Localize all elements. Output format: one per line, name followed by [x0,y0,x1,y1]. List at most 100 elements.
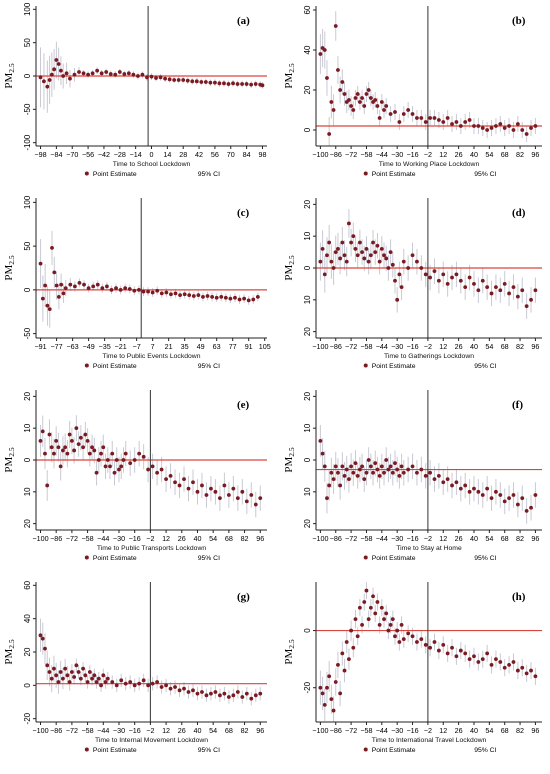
data-point [185,78,190,83]
data-point [498,660,503,664]
panel-label: (g) [237,591,250,603]
data-point [210,294,215,299]
y-axis-title: PM2.5 [283,63,296,89]
data-point [182,477,186,481]
x-tick-label: 12 [439,342,447,351]
x-tick-label: −72 [345,534,357,543]
x-tick-label: 54 [209,726,217,735]
data-point [357,240,362,245]
x-tick-label: −91 [34,342,46,351]
data-point [377,116,382,120]
x-tick-label: −30 [391,534,403,543]
x-tick-label: −86 [330,150,342,159]
data-point [105,676,110,681]
data-point [395,628,400,633]
data-point [86,286,91,291]
data-point [325,685,329,690]
data-point [90,71,95,76]
x-axis-title: Time to International Travel Lockdown [372,737,487,744]
data-point [333,680,338,684]
x-tick-label: −63 [66,342,78,351]
data-point [249,493,254,497]
data-point [355,634,360,639]
data-point [105,458,110,462]
data-point [318,52,323,56]
data-point [377,259,382,264]
data-point [213,489,218,494]
data-point [58,670,63,674]
data-point [137,287,141,292]
data-point [502,126,507,130]
data-point [340,240,345,245]
x-tick-label: −30 [391,150,403,159]
data-point [64,71,69,76]
data-point [494,124,498,128]
data-point [357,605,362,610]
data-point [258,691,263,696]
data-point [113,72,118,77]
data-point [436,118,441,122]
data-point [173,291,178,296]
y-tick-label: -20 [303,681,312,693]
data-point [186,486,191,491]
y-tick-label: 10 [303,423,312,432]
data-point [253,693,258,698]
data-point [40,429,45,434]
data-point [382,253,386,258]
data-point [181,78,186,82]
x-tick-label: −16 [406,726,418,735]
data-point [231,693,236,698]
x-tick-label: 70 [227,150,235,159]
x-tick-label: 82 [241,534,249,543]
data-point [502,665,507,670]
data-point [353,461,358,466]
data-point [222,691,227,696]
y-tick-label: 20 [23,519,32,528]
data-point [454,120,459,124]
data-point [428,645,432,650]
data-point [117,467,121,472]
data-point [199,80,204,84]
data-point [353,247,358,251]
y-axis-title: PM2.5 [283,447,296,473]
data-point [524,509,529,513]
data-point [86,72,90,77]
data-point [52,270,57,275]
data-point [52,67,57,72]
x-tick-label: −28 [114,150,126,159]
panel-label: (a) [237,15,250,27]
x-tick-label: −56 [82,150,94,159]
data-point [320,451,325,456]
data-point [132,683,137,688]
data-point [342,253,347,258]
data-point [368,253,373,258]
data-point [38,75,43,80]
data-point [401,637,406,642]
data-point [177,483,182,488]
data-point [136,74,140,78]
data-point [61,676,65,681]
data-point [393,278,397,283]
data-point [382,470,386,475]
data-point [81,445,85,450]
data-point [329,100,334,104]
data-point [83,432,88,437]
data-point [42,79,46,84]
y-tick-label: 20 [303,85,312,94]
data-point [489,291,494,296]
data-point [360,96,364,100]
data-point [146,289,150,294]
data-point [355,92,360,96]
x-tick-label: 68 [501,150,509,159]
data-point [154,76,158,80]
data-point [463,483,468,488]
data-point [322,464,327,469]
x-tick-label: 26 [455,534,463,543]
legend-point-label: Point Estimate [93,747,137,754]
x-tick-label: −100 [312,534,328,543]
x-tick-label: 7 [151,342,155,351]
data-point [47,670,52,674]
data-point [333,250,338,254]
x-tick-label: −72 [345,342,357,351]
